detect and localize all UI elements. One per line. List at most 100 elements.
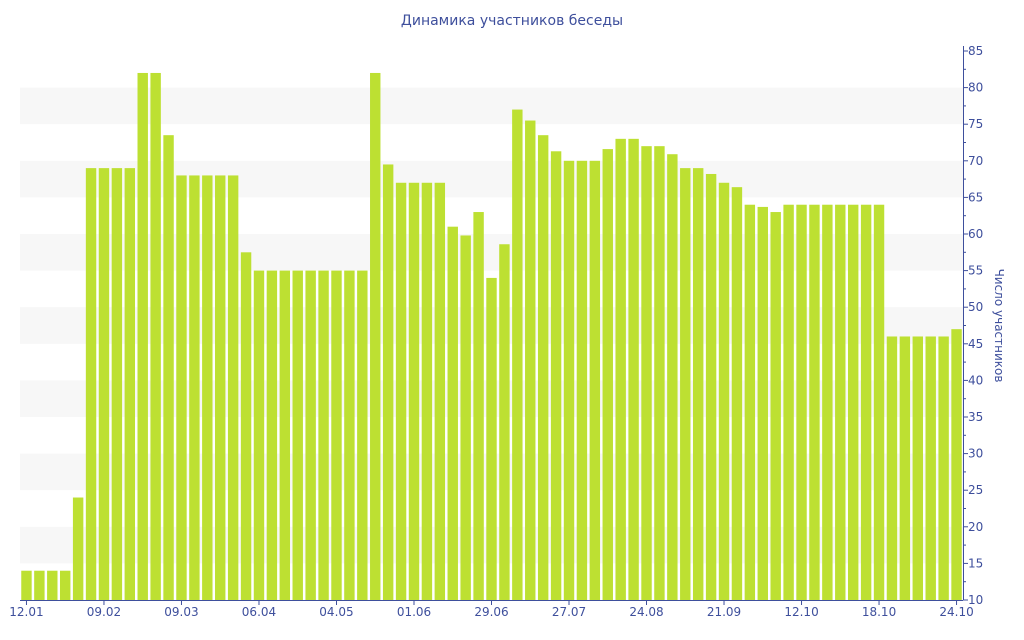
bar — [744, 204, 756, 600]
y-tick-label: 35 — [968, 410, 983, 424]
bar — [460, 235, 471, 601]
bar — [447, 226, 458, 600]
x-tick-label: 09.03 — [164, 605, 198, 619]
bar — [796, 204, 807, 600]
bar — [602, 149, 613, 600]
bar — [680, 168, 691, 600]
bar — [667, 154, 678, 600]
bar — [253, 270, 265, 600]
y-tick-label: 55 — [968, 264, 983, 278]
bar — [822, 204, 833, 600]
bar — [925, 336, 936, 600]
bar — [150, 72, 161, 600]
bar — [550, 151, 562, 600]
bar — [563, 160, 575, 601]
bar — [21, 570, 32, 600]
bar — [770, 212, 781, 601]
y-tick-label: 60 — [968, 227, 983, 241]
x-tick-label: 12.01 — [9, 605, 43, 619]
y-tick-label: 10 — [968, 593, 983, 607]
y-tick-label: 15 — [968, 556, 983, 570]
bar — [615, 138, 626, 600]
bar — [499, 244, 510, 601]
x-tick-label: 06.04 — [242, 605, 276, 619]
bar — [434, 182, 446, 600]
y-tick-label: 20 — [968, 520, 983, 534]
bar — [395, 182, 407, 600]
bar — [718, 182, 730, 600]
bar — [938, 336, 949, 600]
bar — [512, 109, 523, 600]
bar — [421, 182, 433, 600]
bar — [47, 570, 58, 600]
x-tick-label: 27.07 — [552, 605, 586, 619]
bar — [34, 570, 45, 600]
bar — [473, 212, 484, 601]
bar — [124, 168, 136, 600]
bar — [266, 270, 278, 600]
bar — [202, 175, 213, 600]
bar — [692, 168, 704, 600]
y-tick-label: 40 — [968, 373, 983, 387]
bar — [344, 270, 355, 600]
bar — [705, 173, 717, 600]
x-tick-label: 24.08 — [629, 605, 663, 619]
bar — [227, 175, 239, 600]
bar — [537, 135, 549, 600]
grid-band — [20, 160, 963, 198]
bar — [886, 336, 898, 600]
bar — [899, 336, 911, 600]
x-tick-label: 29.06 — [474, 605, 508, 619]
bar — [486, 277, 497, 600]
x-tick-label: 21.09 — [707, 605, 741, 619]
bar — [279, 270, 291, 600]
bar — [576, 160, 588, 601]
bar — [783, 204, 794, 600]
y-tick-label: 80 — [968, 81, 983, 95]
bar — [240, 252, 252, 601]
y-tick-label: 30 — [968, 447, 983, 461]
bar — [589, 160, 601, 601]
bar — [98, 168, 110, 600]
bar — [292, 270, 303, 600]
bar — [85, 168, 97, 600]
grid-band — [20, 87, 963, 125]
bar — [654, 146, 665, 600]
bar — [331, 270, 342, 600]
bar — [757, 206, 768, 600]
bar — [628, 138, 639, 600]
y-axis-title: Число участников — [992, 269, 1006, 383]
x-tick-label: 04.05 — [319, 605, 353, 619]
bar — [111, 168, 123, 600]
y-tick-label: 75 — [968, 117, 983, 131]
bar — [189, 175, 200, 600]
y-tick-label: 25 — [968, 483, 983, 497]
x-tick-label: 01.06 — [397, 605, 431, 619]
bar — [176, 175, 187, 600]
x-tick-label: 24.10 — [939, 605, 973, 619]
bar — [382, 164, 394, 600]
y-tick-label: 65 — [968, 190, 983, 204]
bar — [951, 329, 962, 600]
bar — [525, 120, 536, 600]
bar — [163, 135, 174, 600]
x-tick-label: 09.02 — [87, 605, 121, 619]
bar — [847, 204, 859, 600]
bar — [305, 270, 316, 600]
x-tick-label: 12.10 — [784, 605, 818, 619]
bar — [835, 204, 846, 600]
bar — [215, 175, 226, 600]
y-tick-label: 70 — [968, 154, 983, 168]
bar — [873, 204, 885, 600]
y-tick-label: 50 — [968, 300, 983, 314]
bar — [370, 72, 381, 600]
y-tick-label: 85 — [968, 44, 983, 58]
x-tick-label: 18.10 — [862, 605, 896, 619]
bar — [357, 270, 368, 600]
bar — [72, 497, 84, 600]
bar — [60, 570, 71, 600]
bar — [860, 204, 872, 600]
bar — [641, 146, 652, 600]
bar — [731, 187, 743, 601]
